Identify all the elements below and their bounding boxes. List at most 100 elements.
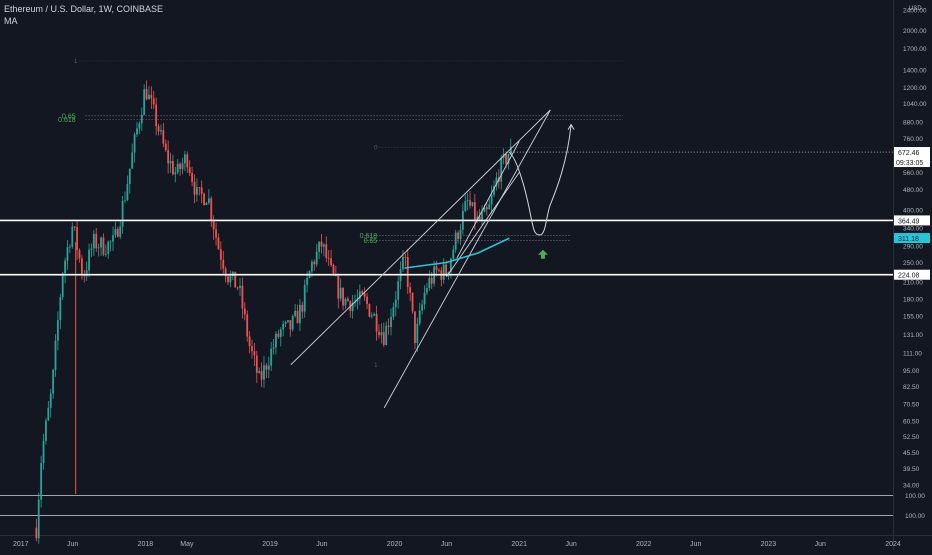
candle-body xyxy=(322,244,325,247)
candle-body xyxy=(473,202,476,221)
candle-body xyxy=(387,325,390,327)
candle-body xyxy=(272,347,275,349)
candle-body xyxy=(251,345,253,352)
price-tick-label: 1040.00 xyxy=(903,101,927,108)
candle-body xyxy=(191,173,193,182)
candle-body xyxy=(406,257,409,288)
candle-body xyxy=(200,187,203,194)
candle-body xyxy=(109,241,112,243)
symbol-title[interactable]: Ethereum / U.S. Dollar, 1W, COINBASE xyxy=(4,4,164,14)
candle-body xyxy=(231,271,234,276)
candle-body xyxy=(88,249,90,271)
candle-body xyxy=(294,310,297,316)
candle-body xyxy=(325,244,328,258)
candle-body xyxy=(133,134,136,153)
candle-body xyxy=(57,320,59,341)
level-price-label: 364.49 xyxy=(898,218,920,225)
candle-body xyxy=(346,298,349,302)
candles xyxy=(35,80,512,544)
candle-body xyxy=(426,287,428,293)
candle-body xyxy=(167,149,170,164)
candle-body xyxy=(121,200,124,227)
candle-body xyxy=(270,348,273,366)
candle-body xyxy=(493,185,495,195)
fib-level-label: 0.65 xyxy=(62,113,76,120)
candle-body xyxy=(356,298,359,302)
candle-body xyxy=(452,249,455,259)
candle-body xyxy=(315,251,318,265)
candle-body xyxy=(284,321,287,324)
candle-body xyxy=(445,264,448,275)
candle-body xyxy=(318,241,320,252)
candle-body xyxy=(459,229,462,240)
price-tick-label: 131.00 xyxy=(903,332,923,339)
candle-body xyxy=(430,277,433,284)
time-tick-label: 2021 xyxy=(511,541,527,548)
candle-body xyxy=(500,157,503,182)
ma-price-label: 311.18 xyxy=(898,236,919,243)
fib-level-label: 0.65 xyxy=(364,238,378,245)
fib-level-label: 0.618 xyxy=(360,233,378,240)
time-tick-label: Jun xyxy=(565,541,576,548)
fib-level-label: 0.618 xyxy=(58,117,76,124)
candle-body xyxy=(215,229,217,238)
candle-body xyxy=(76,226,78,251)
candle-body xyxy=(488,204,491,210)
candle-body xyxy=(289,320,292,330)
time-tick-label: 2018 xyxy=(138,541,154,548)
level-price-tag xyxy=(894,215,930,226)
price-tick-label: 1400.00 xyxy=(903,68,927,75)
candle-body xyxy=(442,264,445,280)
candle-body xyxy=(145,89,148,100)
time-tick-label: Jun xyxy=(815,541,826,548)
candle-body xyxy=(339,287,342,299)
projection-path xyxy=(508,124,572,236)
candle-body xyxy=(80,258,83,276)
candle-body xyxy=(188,167,191,174)
candle-body xyxy=(404,256,407,258)
candle-body xyxy=(471,202,474,206)
price-tick-label: 760.00 xyxy=(903,136,923,143)
candle-body xyxy=(414,311,416,344)
candle-body xyxy=(435,266,438,270)
time-tick-label: Jun xyxy=(441,541,452,548)
candle-body xyxy=(59,297,62,321)
candle-body xyxy=(40,463,43,500)
candle-body xyxy=(92,233,95,249)
price-tick-label: 60.50 xyxy=(903,418,920,425)
candle-body xyxy=(47,407,50,421)
candle-body xyxy=(157,126,160,132)
candle-body xyxy=(179,163,182,170)
candle-body xyxy=(45,420,47,441)
indicator-label[interactable]: MA xyxy=(4,16,18,26)
candle-body xyxy=(351,302,354,312)
candle-body xyxy=(227,276,229,283)
candle-body xyxy=(83,275,86,277)
candle-body xyxy=(104,254,107,255)
candle-body xyxy=(490,194,493,205)
candle-body xyxy=(236,287,239,289)
candle-body xyxy=(382,332,385,346)
candle-body xyxy=(203,193,205,205)
candle-body xyxy=(102,237,105,255)
candle-body xyxy=(428,277,431,288)
candle-body xyxy=(71,226,74,247)
fib-zone-marker: 1 xyxy=(374,363,378,369)
candle-body xyxy=(66,247,69,261)
candle-body xyxy=(131,152,134,169)
candle-body xyxy=(423,292,426,305)
candle-body xyxy=(239,285,241,288)
candle-body xyxy=(61,273,64,298)
candle-body xyxy=(143,89,146,115)
candle-body xyxy=(54,340,57,371)
candle-body xyxy=(464,201,467,211)
time-tick-label: Jun xyxy=(316,541,327,548)
price-tick-label: 111.00 xyxy=(903,351,922,358)
price-tick-label: 290.00 xyxy=(903,243,923,250)
price-tick-label: 52.50 xyxy=(903,434,920,441)
volume-axis-label: 100.00 xyxy=(905,493,925,500)
candle-body xyxy=(409,287,412,293)
candle-body xyxy=(466,200,469,202)
